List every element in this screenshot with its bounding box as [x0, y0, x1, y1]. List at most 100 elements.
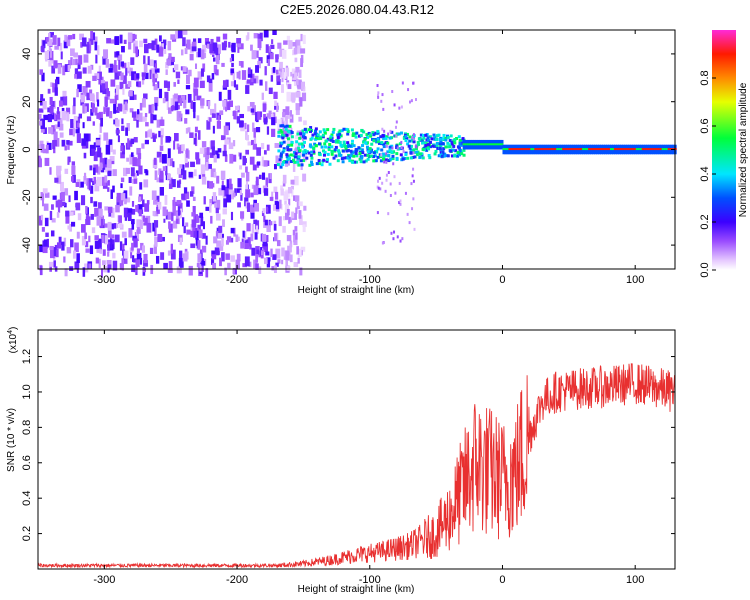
spectrogram-cell — [376, 84, 379, 88]
spectrogram-cell — [52, 195, 57, 200]
spectrogram-cell — [460, 152, 464, 156]
spectrogram-cell — [48, 127, 53, 134]
spectrogram-cell — [98, 202, 102, 209]
spectrogram-cell — [206, 147, 210, 156]
spectrogram-cell — [67, 64, 71, 72]
spectrogram-cell — [247, 67, 251, 74]
spectrogram-cell — [378, 176, 381, 180]
spectrogram-cell — [73, 52, 79, 58]
spectrogram-cell — [386, 141, 390, 145]
spectrogram-cell — [625, 148, 629, 151]
spectrogram-cell — [346, 130, 350, 134]
spectrogram-cell — [401, 237, 404, 241]
spectrogram-cell — [299, 159, 303, 163]
spectrogram-cell — [451, 142, 455, 146]
spectrogram-cell — [355, 160, 359, 164]
spectrogram-cell — [308, 163, 312, 167]
spectrogram-cell — [214, 202, 217, 208]
spectrogram-cell — [348, 144, 352, 148]
spectrogram-cell — [76, 253, 80, 264]
spectrogram-cell — [252, 164, 257, 171]
spectrogram-cell — [182, 164, 185, 172]
spectrogram-cell — [401, 81, 404, 85]
spectrogram-cell — [353, 160, 357, 164]
spectrogram-cell — [125, 127, 129, 136]
snr-scale-prefix: (x10 — [8, 333, 19, 353]
spectrogram-cell — [222, 99, 227, 107]
spectrogram-cell — [199, 264, 202, 272]
spectrogram-cell — [330, 149, 334, 153]
spectrogram-cell — [295, 66, 300, 73]
spectrogram-cell — [294, 134, 299, 140]
spectrogram-cell — [193, 169, 197, 177]
spectrogram-cell — [310, 160, 314, 164]
spectrogram-cell — [302, 173, 307, 182]
spectrogram-cell — [215, 199, 221, 210]
spectrogram-cell — [128, 177, 132, 184]
spectrogram-cell — [213, 171, 217, 178]
spectrogram-cell — [270, 44, 275, 50]
spectrogram-cell — [239, 189, 242, 196]
spectrogram-cell — [224, 139, 230, 145]
spectrogram-cell — [209, 117, 212, 122]
spectrogram-cell — [586, 148, 590, 151]
spectrogram-cell — [280, 204, 283, 210]
spectrogram-cell — [376, 179, 379, 183]
spectrogram-cell — [142, 116, 147, 122]
spectrogram-cell — [121, 125, 125, 131]
spectrogram-cell — [74, 190, 78, 201]
spectrogram-cell — [177, 202, 183, 213]
spectrogram-cell — [399, 153, 403, 157]
spectrogram-cell — [286, 265, 291, 271]
spectrogram-cell — [286, 158, 290, 162]
spectrogram-cell — [220, 170, 226, 180]
spectrogram-cell — [354, 135, 358, 139]
spectrogram-cell — [284, 127, 288, 131]
spectrogram-cell — [328, 142, 332, 146]
spectrogram-cell — [84, 263, 89, 273]
spectrogram-cell — [282, 181, 286, 187]
spectrogram-cell — [609, 148, 613, 151]
spectrogram-cell — [462, 148, 466, 152]
spectrogram-cell — [613, 148, 617, 151]
spectrogram-cell — [360, 154, 364, 158]
spectrogram-cell — [242, 230, 245, 238]
spectrogram-cell — [39, 265, 43, 276]
spectrogram-cell — [373, 154, 377, 158]
spectrogram-cell — [245, 201, 249, 209]
spectrogram-cell — [44, 51, 50, 60]
spectrogram-cell — [266, 235, 269, 242]
spectrogram-cell — [332, 156, 336, 160]
spectrogram-cell — [245, 171, 250, 182]
spectrogram-cell — [282, 147, 286, 151]
spectrogram-cell — [421, 147, 425, 151]
spectrogram-cell — [86, 92, 91, 101]
spectrogram-cell — [104, 235, 109, 245]
spectrogram-cell — [412, 137, 415, 141]
spectrogram-cell — [160, 135, 163, 145]
spectrogram-cell — [380, 99, 383, 103]
spectrogram-cell — [173, 133, 179, 142]
spectrogram-cell — [121, 118, 124, 125]
y-tick-label: 0.4 — [21, 491, 33, 506]
spectrogram-cell — [299, 150, 302, 157]
spectrogram-cell — [92, 75, 97, 81]
spectrogram-cell — [51, 218, 56, 223]
spectrogram-cell — [210, 168, 216, 178]
spectrogram-cell — [269, 173, 272, 180]
spectrogram-cell — [281, 49, 287, 59]
spectrogram-cell — [399, 202, 402, 206]
spectrogram-cell — [192, 38, 197, 44]
spectrogram-cell — [184, 47, 188, 55]
spectrogram-cell — [320, 145, 324, 149]
spectrogram-cell — [189, 53, 194, 61]
spectrogram-cell — [96, 248, 101, 253]
spectrogram-cell — [88, 178, 93, 183]
spectrogram-cell — [240, 211, 245, 219]
spectrogram-cell — [389, 194, 392, 198]
spectrogram-cell — [188, 171, 193, 178]
spectrogram-cell — [344, 127, 348, 131]
spectrogram-cell — [407, 144, 411, 148]
spectrogram-cell — [238, 61, 243, 66]
spectrogram-cell — [379, 135, 383, 139]
